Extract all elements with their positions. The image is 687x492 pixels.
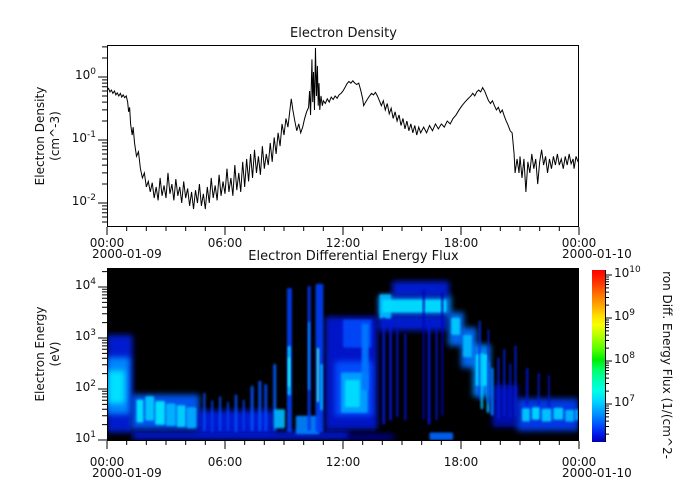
- colorbar-ticks: [605, 270, 612, 442]
- bottom-y-tick-label: 104: [74, 277, 96, 292]
- colorbar-tick-label: 107: [614, 394, 636, 409]
- bottom-date-right: 2000-01-10: [562, 466, 632, 480]
- axis-ticks: [98, 46, 580, 449]
- exponent: 10: [629, 265, 641, 275]
- top-y-tick-label: 10-1: [71, 130, 96, 145]
- top-x-tick-label: 18:00: [443, 236, 479, 250]
- exponent: 8: [629, 351, 636, 361]
- bottom-x-tick-label: 06:00: [207, 455, 243, 469]
- exponent: 4: [90, 277, 96, 287]
- bottom-x-tick-label: 18:00: [443, 455, 479, 469]
- exponent: 1: [90, 430, 96, 440]
- bottom-x-tick-label: 12:00: [325, 455, 361, 469]
- bottom-y-tick-label: 103: [74, 328, 96, 343]
- top-date-left: 2000-01-09: [92, 247, 162, 261]
- top-y-tick-label: 10-2: [71, 193, 96, 208]
- colorbar-tick-label: 1010: [614, 265, 641, 280]
- exponent: 0: [90, 67, 96, 77]
- bottom-x-tick-label: 00:00: [89, 455, 125, 469]
- bottom-y-axis-label: Electron Energy: [33, 306, 47, 402]
- top-x-tick-label: 12:00: [325, 236, 361, 250]
- bottom-y-tick-label: 102: [74, 379, 96, 394]
- exponent: 3: [90, 328, 96, 338]
- top-y-tick-label: 100: [74, 67, 96, 82]
- colorbar-gradient: [592, 270, 605, 442]
- spectrogram-image: [107, 268, 579, 441]
- top-x-tick-label: 00:00: [89, 236, 125, 250]
- exponent: -2: [87, 193, 96, 203]
- top-plot-title: Electron Density: [290, 26, 397, 41]
- bottom-plot-frame: [107, 268, 579, 441]
- colorbar-tick-label: 108: [614, 351, 636, 366]
- top-plot-frame: [107, 45, 579, 227]
- top-y-axis-label: Electron Density: [33, 86, 47, 186]
- density-line-series: [107, 47, 579, 210]
- top-date-right: 2000-01-10: [562, 247, 632, 261]
- bottom-plot-title: Electron Differential Energy Flux: [248, 249, 459, 264]
- colorbar-label: ron Diff. Energy Flux (1/(cm^2-: [660, 271, 674, 459]
- colorbar-tick-label: 109: [614, 308, 636, 323]
- bottom-y-tick-label: 101: [74, 430, 96, 445]
- exponent: 7: [629, 394, 636, 404]
- bottom-x-tick-label: 00:00: [561, 455, 597, 469]
- top-x-tick-label: 06:00: [207, 236, 243, 250]
- exponent: 9: [629, 308, 636, 318]
- bottom-date-left: 2000-01-09: [92, 466, 162, 480]
- top-x-tick-label: 00:00: [561, 236, 597, 250]
- exponent: -1: [87, 130, 96, 140]
- exponent: 2: [90, 379, 96, 389]
